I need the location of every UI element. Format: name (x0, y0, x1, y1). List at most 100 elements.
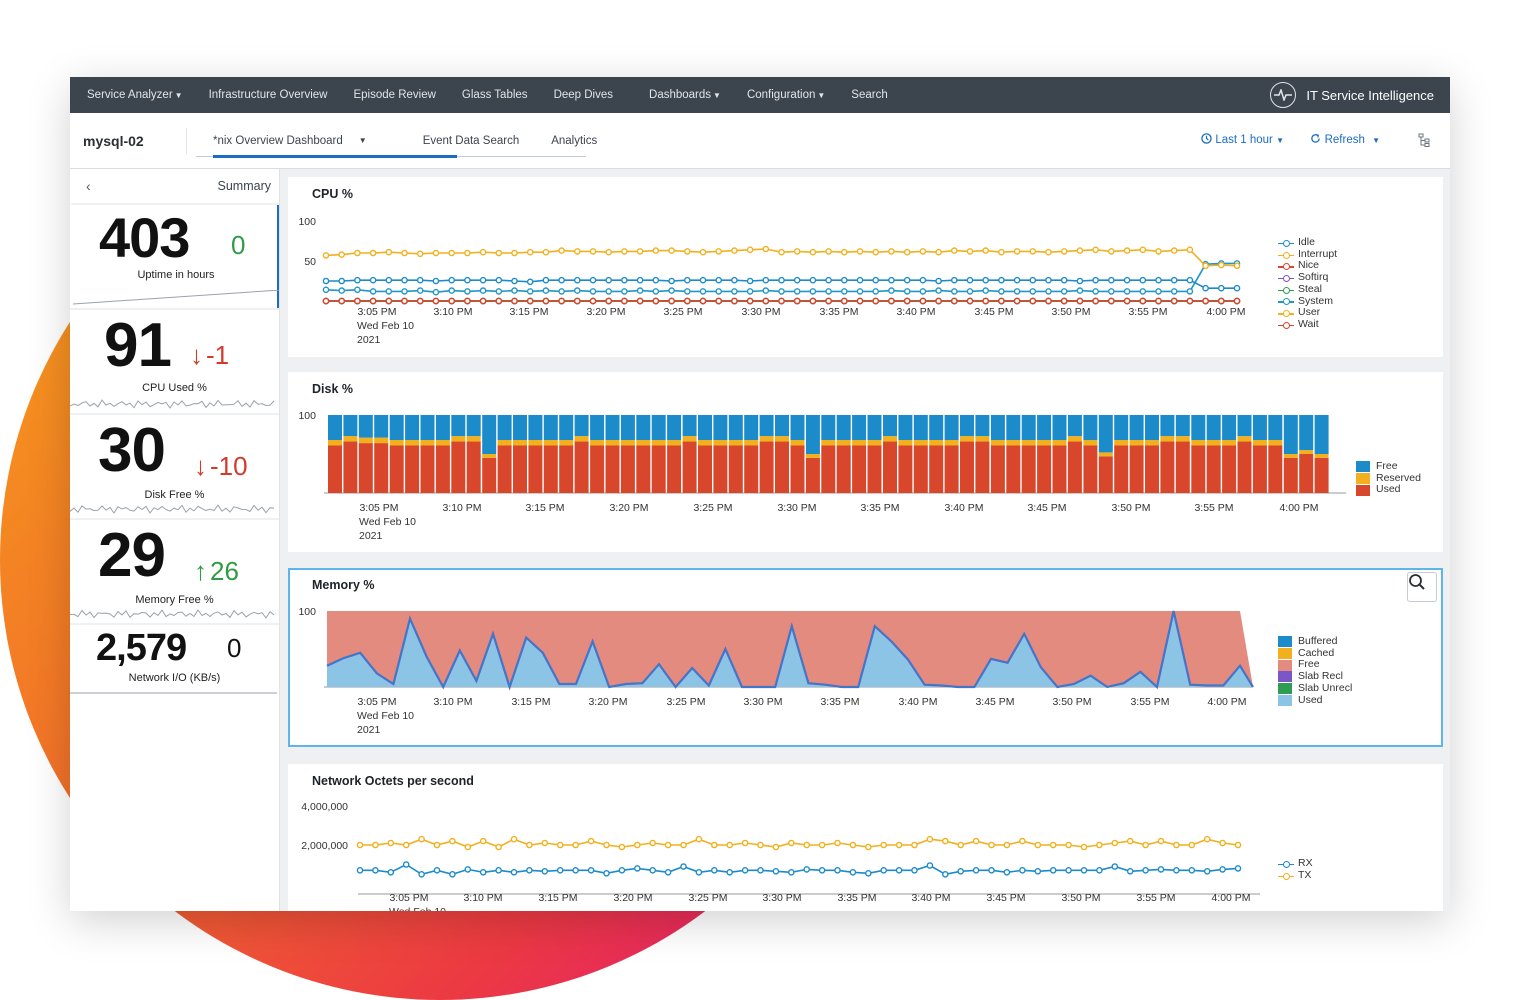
legend-item[interactable]: Wait (1278, 318, 1337, 331)
bar-segment (513, 445, 527, 493)
legend-item[interactable]: Free (1356, 460, 1421, 473)
data-point (680, 841, 687, 849)
tab-analytics[interactable]: Analytics (535, 113, 613, 169)
data-point (1139, 246, 1147, 254)
legend-item[interactable]: Softirq (1278, 271, 1337, 284)
legend-item[interactable]: Used (1278, 694, 1352, 707)
data-point (710, 867, 718, 874)
data-point (1218, 284, 1225, 292)
data-point (1218, 261, 1225, 269)
chevron-left-icon[interactable]: ‹ (86, 178, 91, 194)
kpi-sparkline (73, 290, 279, 305)
data-point (919, 248, 927, 255)
data-point (338, 297, 346, 305)
data-point (1186, 276, 1194, 284)
data-point (464, 866, 472, 873)
kpi-value: 29 (98, 521, 166, 590)
legend-item[interactable]: Interrupt (1278, 248, 1337, 261)
x-tick-label: 3:30 PM (762, 892, 801, 904)
tab-event-data-search[interactable]: Event Data Search (407, 113, 536, 169)
data-point (746, 246, 754, 254)
legend-item[interactable]: Buffered (1278, 635, 1352, 648)
nav-item-glass-tables[interactable]: Glass Tables (451, 89, 539, 101)
legend-item[interactable]: Slab Recl (1278, 670, 1352, 683)
legend-item[interactable]: Idle (1278, 236, 1337, 249)
data-point (605, 248, 613, 256)
data-point (834, 839, 841, 847)
data-point (895, 867, 903, 874)
data-point (322, 297, 330, 305)
legend-item[interactable]: RX (1278, 857, 1313, 870)
top-navigation: Service Analyzer ▼ Infrastructure Overview… (70, 77, 1450, 113)
legend-item[interactable]: TX (1278, 869, 1313, 882)
legend-label: Free (1376, 460, 1398, 472)
bar-segment (513, 415, 527, 440)
bar-segment (574, 436, 589, 442)
legend-item[interactable]: Cached (1278, 647, 1352, 660)
bar-segment (852, 440, 867, 446)
data-point (1108, 248, 1115, 255)
time-range-picker[interactable]: Last 1 hour ▼ (1201, 133, 1284, 146)
data-point (911, 867, 918, 874)
hierarchy-icon[interactable] (1418, 133, 1430, 152)
nav-item-service-analyzer[interactable]: Service Analyzer ▼ (76, 89, 194, 101)
data-point (695, 869, 703, 876)
bar-segment (913, 415, 928, 440)
nav-item-deep-dives[interactable]: Deep Dives (543, 89, 624, 101)
legend-item[interactable]: Slab Unrecl (1278, 682, 1352, 695)
data-point (888, 287, 895, 294)
app-window: Service Analyzer ▼ Infrastructure Overview… (70, 77, 1450, 911)
data-point (1108, 288, 1115, 295)
legend-label: Free (1298, 658, 1320, 671)
legend-item[interactable]: User (1278, 307, 1337, 319)
tab-nix-overview-dashboard[interactable]: *nix Overview Dashboard ▼ (203, 113, 457, 169)
x-tick-label: 3:05 PM (357, 306, 396, 318)
x-tick-date-label: 2021 (359, 530, 383, 542)
bar-segment (559, 415, 574, 440)
chevron-down-icon[interactable]: ▼ (358, 136, 367, 145)
legend-item[interactable]: Free (1278, 659, 1352, 671)
data-point (935, 248, 942, 256)
kpi-tile[interactable]: 2,579 0 Network I/O (KB/s) (70, 623, 279, 698)
legend-item[interactable]: Steal (1278, 283, 1337, 296)
bar-segment (698, 445, 712, 493)
nav-item-search[interactable]: Search (840, 89, 898, 101)
legend-item[interactable]: Reserved (1356, 472, 1421, 485)
bar-segment (667, 415, 682, 440)
kpi-tile[interactable]: 29 ↑ 26 Memory Free % (70, 518, 279, 623)
x-tick-date-label: Wed Feb 10 (359, 516, 416, 528)
kpi-delta-value: 0 (227, 633, 242, 663)
refresh-label: Refresh (1324, 134, 1365, 146)
kpi-tile[interactable]: 403 0 Uptime in hours (70, 203, 279, 308)
refresh-button[interactable]: Refresh ▼ (1310, 133, 1380, 146)
legend-item[interactable]: Nice (1278, 260, 1337, 272)
data-point (966, 248, 974, 255)
data-point (872, 288, 880, 295)
data-point (526, 297, 534, 305)
nav-item-episode-review[interactable]: Episode Review (342, 89, 446, 101)
bar-segment (605, 445, 620, 493)
kpi-tile[interactable]: 91 ↓ -1 CPU Used % (70, 308, 279, 413)
data-point (911, 841, 918, 849)
bar-segment (405, 445, 420, 493)
data-point (542, 287, 550, 294)
bar-segment (744, 440, 759, 446)
data-point (605, 276, 613, 284)
data-point (1060, 297, 1068, 305)
legend-swatch (1278, 683, 1292, 695)
memory-panel[interactable]: Memory % 100 3:05 PM 3:10 PM 3:15 PM 3:20 PM… (288, 568, 1443, 747)
nav-item-dashboards[interactable]: Dashboards ▼ (638, 89, 732, 101)
data-point (433, 841, 441, 849)
bar-segment (1037, 415, 1052, 440)
nav-item-configuration[interactable]: Configuration ▼ (736, 89, 836, 101)
data-point (1203, 868, 1211, 875)
legend-item[interactable]: System (1278, 295, 1337, 308)
search-icon[interactable] (1407, 572, 1437, 602)
y-tick-label: 50 (304, 256, 316, 268)
nav-item-infrastructure-overview[interactable]: Infrastructure Overview (198, 89, 339, 101)
kpi-tile[interactable]: 30 ↓ -10 Disk Free % (70, 413, 279, 518)
data-point (1203, 835, 1211, 843)
bar-segment (1191, 440, 1206, 446)
legend-item[interactable]: Used (1356, 484, 1421, 496)
bar-segment (728, 440, 743, 446)
